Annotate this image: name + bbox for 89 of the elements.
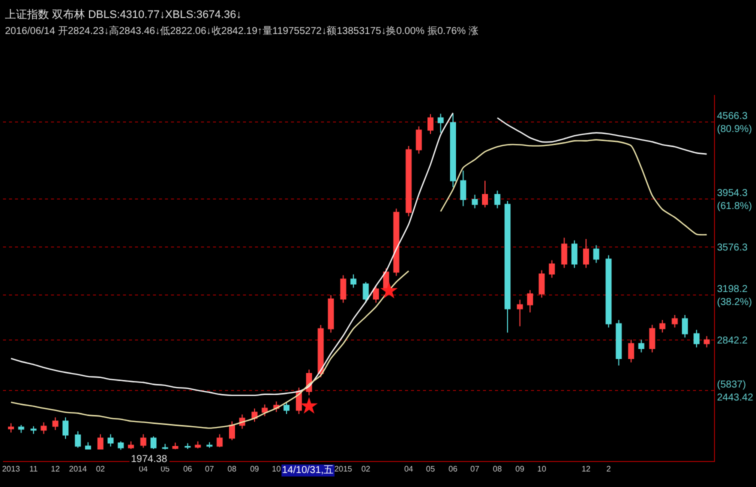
candlestick	[62, 416, 69, 440]
candlestick	[318, 324, 324, 378]
x-tick-label: 10	[537, 464, 547, 474]
candlestick	[18, 424, 24, 434]
x-tick-label: 09	[250, 464, 260, 474]
candlestick	[527, 290, 534, 313]
candlestick	[128, 440, 134, 450]
candlestick	[649, 324, 656, 353]
candlestick	[427, 114, 434, 134]
candlestick	[538, 270, 545, 298]
candlestick	[548, 260, 555, 278]
candlestick	[704, 336, 710, 348]
candlestick	[438, 113, 444, 134]
x-tick-label: 04	[404, 464, 414, 474]
candlestick	[97, 434, 104, 450]
x-tick-label: 2015	[334, 464, 353, 474]
x-tick-label: 2	[606, 464, 612, 474]
candlestick	[118, 440, 124, 450]
x-tick-label: 12	[50, 464, 60, 474]
y-tick-label: 3576.3	[717, 242, 748, 254]
x-tick-label: 02	[361, 464, 371, 474]
candlestick	[229, 420, 235, 441]
chart-subtitle: 2016/06/14 开2824.23↓高2843.46↓低2822.06↓收2842.19↑量119755272↓额13853175↓换0.00% 振0.76% 涨	[5, 25, 478, 37]
x-tick-label: 2014	[68, 464, 88, 474]
candlestick	[328, 294, 334, 334]
candlestick	[162, 443, 168, 450]
candlestick	[393, 208, 400, 276]
candlestick	[482, 180, 488, 208]
y-tick-label: 3954.3 (61.8%)	[717, 188, 752, 212]
candlestick	[85, 442, 92, 450]
x-tick-label: 09	[515, 464, 525, 474]
candlestick	[616, 319, 622, 366]
candlestick	[571, 240, 578, 268]
candlestick	[672, 314, 678, 328]
x-tick-label: 06	[183, 464, 193, 474]
candlestick	[184, 442, 191, 450]
candlestick	[262, 404, 268, 417]
x-tick-label: 11	[29, 464, 38, 474]
candlestick	[583, 238, 590, 268]
candlestick	[340, 274, 346, 304]
candlestick	[150, 436, 156, 450]
candlestick	[206, 442, 212, 448]
x-tick-label: 2013	[2, 464, 20, 474]
x-tick-label: 08	[492, 464, 502, 474]
annotation: 1974.38	[131, 454, 168, 465]
candlestick	[494, 190, 500, 209]
candlestick	[108, 434, 114, 447]
candlestick	[516, 299, 523, 327]
x-tick-label: 07	[205, 464, 214, 474]
candlestick	[472, 194, 478, 209]
candlestick	[694, 329, 700, 348]
candlestick	[284, 402, 290, 415]
candlestick	[504, 200, 511, 334]
candlestick	[40, 422, 47, 434]
chart-title: 上证指数 双布林 DBLS:4310.77↓XBLS:3674.36↓	[5, 8, 242, 21]
candlestick	[460, 170, 466, 207]
x-tick-label: 07	[470, 464, 480, 474]
y-tick-label: 2842.2	[717, 335, 748, 346]
candlestick	[659, 319, 666, 333]
x-tick-label: 08	[228, 464, 237, 474]
candlestick	[52, 416, 58, 430]
candlestick	[30, 426, 37, 434]
y-tick-label: 4566.3 (80.9%)	[717, 110, 752, 135]
candlestick	[194, 440, 201, 449]
candlestick	[140, 434, 146, 448]
candlestick	[8, 422, 14, 434]
candlestick	[406, 145, 412, 217]
candlestick	[606, 254, 612, 328]
x-tick-label: 06	[448, 464, 458, 474]
candlestick	[350, 274, 356, 288]
candlestick	[628, 339, 634, 363]
candlestick	[74, 430, 81, 448]
candlestick	[216, 434, 223, 448]
candlestick	[362, 281, 369, 304]
candlestick	[561, 237, 568, 268]
candlestick	[638, 339, 644, 353]
y-tick-label: 3198.2 (38.2%)	[717, 284, 752, 308]
candlestick	[593, 244, 600, 264]
text: 14/10/31,五	[282, 465, 334, 476]
x-tick-label: 02	[96, 464, 106, 474]
x-tick-label: 05	[426, 464, 436, 474]
candlestick	[372, 284, 379, 304]
candlestick	[450, 113, 456, 188]
candlestick	[172, 442, 178, 450]
x-tick-label: 12	[582, 464, 592, 474]
candlestick	[416, 126, 422, 154]
y-tick-label: (5837) 2443.42	[717, 379, 754, 404]
candlestick	[682, 314, 688, 338]
x-tick-label: 10	[272, 464, 282, 474]
